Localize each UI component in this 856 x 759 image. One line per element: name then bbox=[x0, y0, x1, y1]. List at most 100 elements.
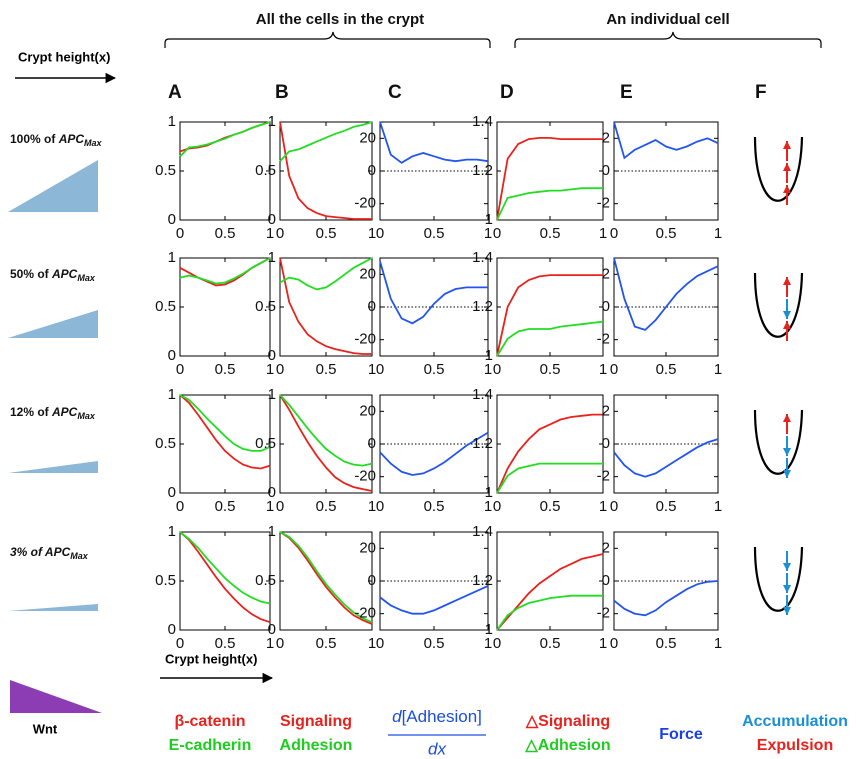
curve bbox=[279, 531, 373, 624]
y-tick-label: 0 bbox=[168, 621, 176, 638]
legend-item: △Adhesion bbox=[524, 737, 610, 754]
x-tick-label: 1 bbox=[368, 498, 376, 515]
x-tick-label: 0.5 bbox=[656, 635, 677, 652]
y-tick-label: 0.5 bbox=[255, 162, 276, 179]
x-tick-label: 1 bbox=[368, 361, 376, 378]
y-tick-label: 0 bbox=[368, 298, 376, 315]
panel-letter: C bbox=[388, 82, 402, 103]
y-tick-label: 2 bbox=[602, 539, 610, 556]
fraction-d: d bbox=[392, 707, 402, 726]
panel-letter: E bbox=[620, 82, 633, 103]
y-tick-label: -20 bbox=[354, 195, 376, 212]
apc-wedge bbox=[8, 310, 98, 338]
legend-item: Accumulation bbox=[742, 713, 848, 730]
x-tick-label: 1 bbox=[599, 635, 607, 652]
apc-wedge bbox=[8, 160, 98, 212]
curve bbox=[613, 580, 719, 617]
y-tick-label: 1 bbox=[168, 249, 176, 266]
x-tick-label: 0 bbox=[176, 361, 184, 378]
y-tick-label: 0 bbox=[168, 211, 176, 228]
y-tick-label: 0 bbox=[168, 484, 176, 501]
x-tick-label: 0.5 bbox=[540, 635, 561, 652]
y-tick-label: 0 bbox=[368, 162, 376, 179]
x-tick-label: 0 bbox=[176, 225, 184, 242]
x-tick-label: 0 bbox=[610, 635, 618, 652]
force-arrow-head bbox=[783, 563, 791, 571]
force-arrow-head bbox=[783, 141, 791, 149]
row-label-text: 50% of bbox=[10, 267, 52, 281]
y-tick-label: 0 bbox=[602, 435, 610, 452]
y-tick-label: 0.5 bbox=[155, 435, 176, 452]
force-arrow-head bbox=[783, 607, 791, 615]
y-tick-label: 1 bbox=[268, 386, 276, 403]
curve bbox=[279, 531, 373, 625]
x-tick-label: 1 bbox=[599, 361, 607, 378]
row-label: 12% of APCMax bbox=[10, 405, 96, 421]
y-tick-label: -20 bbox=[354, 331, 376, 348]
x-tick-label: 0.5 bbox=[215, 361, 236, 378]
curve bbox=[613, 257, 719, 331]
y-tick-label: 1.4 bbox=[472, 386, 493, 403]
apc-wedge bbox=[8, 604, 98, 611]
force-arrow-head bbox=[783, 470, 791, 478]
y-tick-label: 1.2 bbox=[472, 298, 493, 315]
x-tick-label: 1 bbox=[266, 498, 274, 515]
curve bbox=[496, 594, 603, 631]
brace bbox=[164, 31, 491, 48]
x-tick-label: 1 bbox=[599, 498, 607, 515]
row-label: 50% of APCMax bbox=[10, 267, 96, 283]
y-tick-label: -20 bbox=[354, 605, 376, 622]
curve bbox=[379, 585, 489, 615]
y-tick-label: 1.4 bbox=[472, 113, 493, 130]
y-tick-label: -2 bbox=[597, 468, 610, 485]
y-tick-label: 1.2 bbox=[472, 572, 493, 589]
force-arrow-head bbox=[783, 414, 791, 422]
y-tick-label: 0.5 bbox=[255, 572, 276, 589]
x-tick-label: 1 bbox=[714, 635, 722, 652]
x-tick-label: 0.5 bbox=[424, 225, 445, 242]
x-tick-label: 0 bbox=[376, 635, 384, 652]
y-tick-label: 1 bbox=[485, 347, 493, 364]
x-tick-label: 0 bbox=[376, 361, 384, 378]
y-tick-label: 2 bbox=[602, 265, 610, 282]
apc-wedge bbox=[8, 461, 98, 473]
y-tick-label: 1 bbox=[168, 523, 176, 540]
x-tick-label: 1 bbox=[484, 498, 492, 515]
row-label: 3% of APCMax bbox=[10, 545, 89, 561]
legend-item: Expulsion bbox=[757, 737, 833, 754]
y-tick-label: 0 bbox=[368, 572, 376, 589]
force-arrow-head bbox=[783, 163, 791, 171]
y-tick-label: 1 bbox=[168, 386, 176, 403]
y-tick-label: 1 bbox=[485, 211, 493, 228]
y-tick-label: -2 bbox=[597, 195, 610, 212]
x-tick-label: 0 bbox=[493, 361, 501, 378]
y-tick-label: 2 bbox=[602, 129, 610, 146]
x-tick-label: 0.5 bbox=[424, 635, 445, 652]
x-tick-label: 0 bbox=[610, 361, 618, 378]
y-tick-label: -2 bbox=[597, 605, 610, 622]
legend-item: △Signaling bbox=[525, 713, 610, 730]
y-tick-label: 1.4 bbox=[472, 523, 493, 540]
wnt-wedge bbox=[10, 680, 102, 713]
y-tick-label: 20 bbox=[359, 539, 376, 556]
plot-frame bbox=[496, 257, 604, 357]
curve bbox=[179, 531, 271, 605]
x-tick-label: 0.5 bbox=[540, 361, 561, 378]
curve bbox=[496, 187, 603, 221]
x-tick-label: 0.5 bbox=[540, 498, 561, 515]
x-tick-label: 0 bbox=[493, 635, 501, 652]
plot-frame bbox=[179, 257, 271, 357]
y-tick-label: 0.5 bbox=[155, 162, 176, 179]
x-tick-label: 0 bbox=[493, 498, 501, 515]
x-tick-label: 1 bbox=[266, 635, 274, 652]
y-tick-label: 0 bbox=[602, 298, 610, 315]
row-label-em: APC bbox=[58, 132, 85, 146]
y-tick-label: 20 bbox=[359, 129, 376, 146]
x-tick-label: 0.5 bbox=[316, 498, 337, 515]
plot-frame bbox=[496, 394, 604, 494]
x-tick-label: 1 bbox=[714, 225, 722, 242]
x-tick-label: 0.5 bbox=[215, 635, 236, 652]
y-tick-label: 2 bbox=[602, 402, 610, 419]
y-tick-label: 1 bbox=[485, 484, 493, 501]
y-tick-label: -2 bbox=[597, 331, 610, 348]
